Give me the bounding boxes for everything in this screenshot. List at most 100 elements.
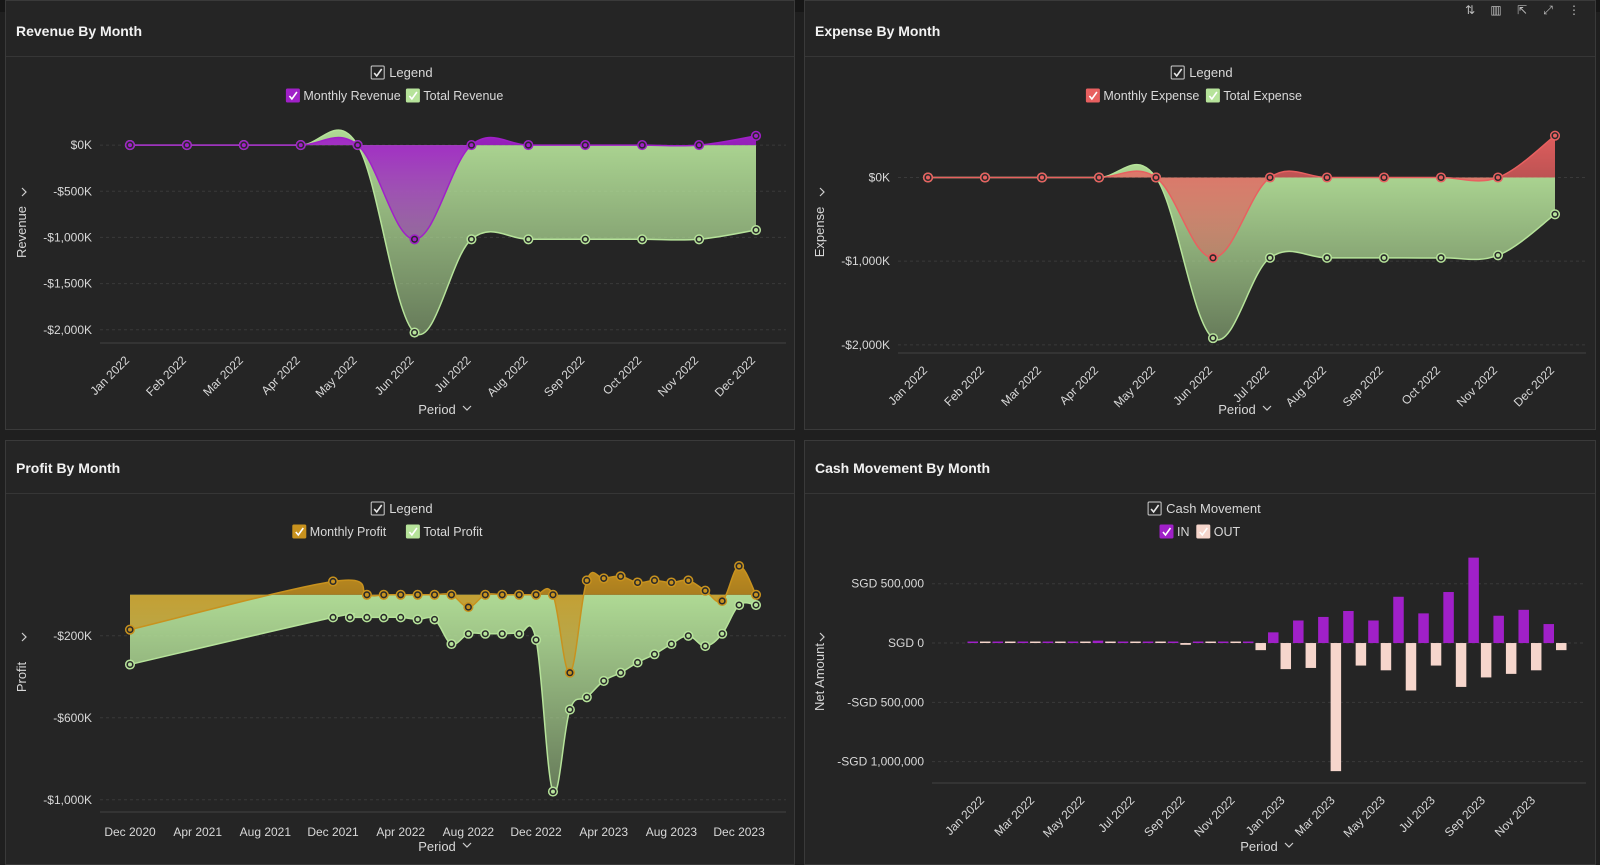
data-point-core [415, 592, 420, 597]
bar-out [1180, 643, 1191, 645]
data-point-core [703, 588, 708, 593]
data-point-core [483, 631, 488, 636]
data-point-core [364, 592, 369, 597]
legend-toggle[interactable] [370, 501, 385, 516]
data-point-core [381, 592, 386, 597]
bar-in [1192, 641, 1204, 644]
data-point-core [983, 175, 987, 180]
legend-toggle[interactable] [370, 65, 385, 80]
data-point-core [618, 574, 623, 579]
legend-toggle-box [1147, 501, 1162, 516]
check-icon [408, 527, 418, 537]
area-monthly-profit [130, 566, 756, 673]
data-point-core [1325, 255, 1329, 260]
panel-title: Expense By Month [815, 23, 941, 39]
data-point-core [432, 617, 437, 622]
bar-chart-icon[interactable]: ▥ [1490, 3, 1502, 17]
legend-item-monthly-revenue-box [285, 88, 300, 103]
data-point-core [640, 143, 645, 148]
data-point-core [398, 592, 403, 597]
x-tick-label: Nov 2022 [1454, 363, 1500, 409]
legend-item-monthly-expense[interactable] [1085, 88, 1100, 103]
x-tick-label: Sep 2022 [541, 353, 587, 399]
sort-icon[interactable]: ⇅ [1464, 3, 1476, 17]
data-point-core [364, 615, 369, 620]
data-point-core [1154, 175, 1158, 180]
data-point-core [601, 576, 606, 581]
data-point-core [754, 133, 758, 138]
data-point-core [500, 631, 505, 636]
area-monthly-expense [928, 135, 1555, 258]
data-point-core [1211, 255, 1215, 260]
legend-item-total-revenue[interactable] [405, 88, 420, 103]
x-tick-label: Jan 2022 [942, 793, 987, 838]
data-point-core [669, 642, 674, 646]
data-point-core [298, 143, 303, 148]
data-point-core [754, 603, 758, 608]
x-tick-label: Jan 2022 [885, 363, 930, 408]
data-point-core [128, 662, 132, 667]
data-point-core [1097, 175, 1101, 180]
x-tick-label: Jul 2022 [432, 353, 474, 395]
data-point-core [517, 592, 522, 597]
data-point-core [517, 631, 522, 636]
y-tick-label: -$1,500K [43, 277, 92, 291]
x-tick-label: Apr 2023 [579, 825, 628, 839]
data-point-core [128, 143, 132, 148]
data-point-core [737, 603, 742, 608]
data-point-core [1382, 255, 1386, 260]
data-point-core [550, 789, 555, 794]
bar-in [1242, 641, 1254, 644]
bar-in [1418, 613, 1429, 644]
x-tick-label: Nov 2023 [1492, 793, 1538, 839]
legend-item-out[interactable] [1196, 524, 1211, 539]
chevron-right-icon [819, 187, 825, 197]
bar-in [1167, 641, 1179, 644]
data-point-core [128, 627, 132, 632]
legend-item-total-profit-box [405, 524, 420, 539]
chevron-down-icon [462, 842, 472, 848]
x-tick-label: Jul 2022 [1230, 363, 1272, 405]
bar-out [1556, 643, 1567, 651]
data-point-core [652, 578, 657, 583]
bar-in [1368, 620, 1379, 644]
more-icon[interactable]: ⋮ [1568, 3, 1580, 17]
legend-label: Monthly Expense [1103, 89, 1199, 103]
legend-item-in[interactable] [1159, 524, 1174, 539]
data-point-core [1211, 336, 1215, 341]
x-tick-label: Dec 2021 [307, 825, 359, 839]
export-icon[interactable]: ⇱ [1516, 3, 1528, 17]
data-point-core [1268, 255, 1272, 260]
data-point-core [534, 592, 539, 597]
legend-item-total-profit[interactable] [405, 524, 420, 539]
legend-toggle[interactable] [1170, 65, 1185, 80]
x-tick-label: Mar 2022 [200, 353, 246, 399]
data-point-core [737, 564, 742, 569]
data-point-core [601, 678, 606, 683]
legend-item-monthly-revenue[interactable] [285, 88, 300, 103]
chevron-right-icon [21, 632, 27, 642]
bar-out [1130, 641, 1141, 644]
data-point-core [526, 143, 531, 148]
x-tick-label: Sep 2022 [1340, 363, 1386, 409]
data-point-core [567, 707, 572, 712]
legend-item-total-expense[interactable] [1205, 88, 1220, 103]
bar-out [1005, 641, 1016, 644]
legend-title: Legend [389, 501, 432, 516]
x-tick-label: Feb 2022 [941, 363, 987, 409]
x-tick-label: Nov 2022 [655, 353, 701, 399]
y-tick-label: -$2,000K [841, 338, 890, 352]
legend-toggle[interactable] [1147, 501, 1162, 516]
legend-item-monthly-profit[interactable] [292, 524, 307, 539]
expand-icon[interactable]: ⤢ [1543, 3, 1553, 17]
data-point-core [754, 228, 758, 233]
y-tick-label: -$1,000K [841, 254, 890, 268]
x-tick-label: Oct 2022 [600, 353, 645, 398]
legend-label: IN [1177, 525, 1190, 539]
check-icon [1162, 527, 1172, 537]
data-point-core [412, 330, 417, 335]
chevron-down-icon [462, 405, 472, 411]
divider [6, 493, 794, 494]
legend-title: Legend [389, 65, 432, 80]
x-tick-label: May 2023 [1341, 793, 1388, 840]
